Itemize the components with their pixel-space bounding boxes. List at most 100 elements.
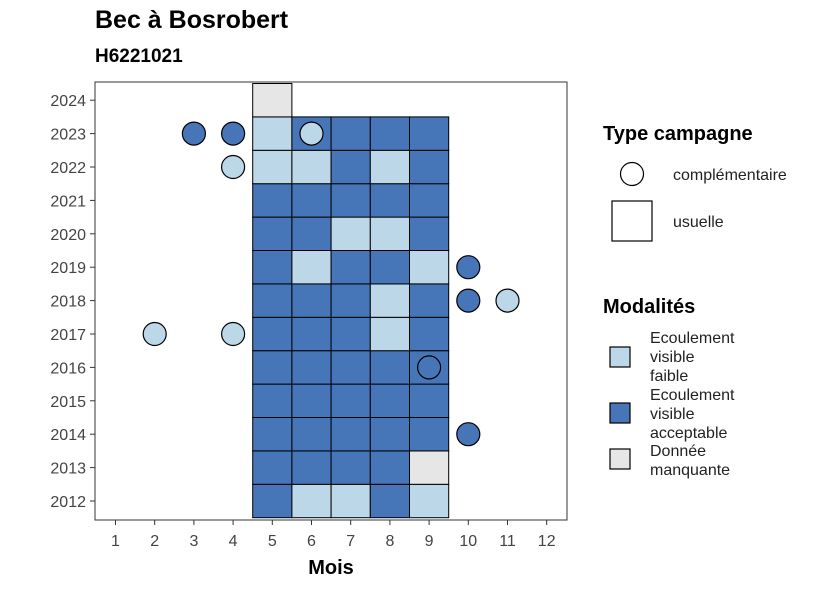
tile-2016-5 <box>252 350 293 385</box>
tile-2014-6 <box>291 417 332 452</box>
tile-2018-6 <box>291 283 332 318</box>
tile-2015-5 <box>252 383 293 419</box>
y-tick-label: 2016 <box>50 360 86 377</box>
tile-2023-7 <box>330 116 371 151</box>
y-tick-label: 2020 <box>50 227 86 244</box>
tile-2022-5 <box>252 149 293 185</box>
x-tick-label: 8 <box>385 533 394 550</box>
tile-2018-7 <box>330 283 371 318</box>
tile-2016-7 <box>330 350 371 385</box>
tile-2015-6 <box>291 383 332 419</box>
tile-2017-9 <box>409 316 450 352</box>
tile-2021-5 <box>252 183 293 218</box>
point-2018-11 <box>495 288 520 313</box>
legend-key-acceptable <box>609 402 631 424</box>
point-2019-10 <box>456 255 481 280</box>
tile-2012-6 <box>291 483 332 519</box>
tile-2024-5 <box>252 83 293 118</box>
tile-2015-7 <box>330 383 371 419</box>
point-2023-3 <box>181 121 206 146</box>
tile-2022-7 <box>330 149 371 185</box>
legend-manquante-label: Donnée manquante <box>650 442 730 480</box>
tile-2017-6 <box>291 316 332 352</box>
tile-2014-5 <box>252 417 293 452</box>
tile-2013-7 <box>330 450 371 485</box>
tile-2018-5 <box>252 283 293 318</box>
tile-2021-9 <box>409 183 450 218</box>
x-axis-title: Mois <box>308 557 354 579</box>
tile-2022-8 <box>369 149 410 185</box>
point-2017-4 <box>221 321 246 347</box>
legend-faible-line: faible <box>650 368 689 385</box>
legend-key-faible <box>609 346 631 368</box>
tile-2021-7 <box>330 183 371 218</box>
y-tick-label: 2015 <box>50 394 86 411</box>
tile-2019-5 <box>252 250 293 285</box>
x-tick-label: 12 <box>538 533 556 550</box>
tile-2020-8 <box>369 216 410 252</box>
chart-subtitle: H6221021 <box>95 46 183 67</box>
point-2022-4 <box>221 154 246 180</box>
legend-circle-key <box>619 161 645 187</box>
tile-2014-9 <box>409 417 450 452</box>
tile-2013-6 <box>291 450 332 485</box>
point-2023-4 <box>221 121 246 146</box>
tile-2017-7 <box>330 316 371 352</box>
tile-2017-5 <box>252 316 293 352</box>
tile-2020-7 <box>330 216 371 252</box>
legend-campagne-title: Type campagne <box>603 123 753 145</box>
point-2014-10 <box>456 422 481 447</box>
tile-2019-7 <box>330 250 371 285</box>
legend-faible-line: visible <box>650 349 695 366</box>
x-tick-label: 7 <box>346 533 355 550</box>
legend-square-key <box>611 200 653 242</box>
tile-2013-5 <box>252 450 293 485</box>
tile-2020-9 <box>409 216 450 252</box>
tile-2014-7 <box>330 417 371 452</box>
chart-title: Bec à Bosrobert <box>95 6 289 34</box>
point-2016-9 <box>417 355 442 380</box>
point-2023-6 <box>299 121 324 146</box>
tile-2022-9 <box>409 149 450 185</box>
point-2018-10 <box>456 288 481 313</box>
legend-acceptable-line: Ecoulement <box>650 387 735 404</box>
legend-key-manquante <box>609 448 631 470</box>
tile-2014-8 <box>369 417 410 452</box>
y-tick-label: 2017 <box>50 327 86 344</box>
legend-manquante-line: manquante <box>650 462 731 479</box>
y-tick-label: 2023 <box>50 127 86 144</box>
tile-2023-9 <box>409 116 450 151</box>
tile-2012-8 <box>369 483 410 519</box>
tile-2019-9 <box>409 250 450 285</box>
tile-2023-5 <box>252 116 293 151</box>
y-tick-label: 2024 <box>50 93 86 110</box>
legend-acceptable-label: Ecoulement visible acceptable <box>650 386 735 443</box>
x-tick-label: 1 <box>111 533 120 550</box>
tile-2019-8 <box>369 250 410 285</box>
legend-acceptable-line: visible <box>650 406 695 423</box>
tile-2012-9 <box>409 483 450 519</box>
point-2017-2 <box>142 321 167 347</box>
x-tick-label: 11 <box>499 533 516 550</box>
y-tick-label: 2013 <box>50 461 86 478</box>
tile-2020-6 <box>291 216 332 252</box>
y-tick-label: 2014 <box>50 427 86 444</box>
x-tick-label: 9 <box>425 533 434 550</box>
y-tick-label: 2021 <box>50 193 86 210</box>
tile-2017-8 <box>369 316 410 352</box>
x-tick-label: 3 <box>189 533 198 550</box>
x-tick-label: 6 <box>307 533 316 550</box>
y-tick-label: 2019 <box>50 260 86 277</box>
tile-2020-5 <box>252 216 293 252</box>
legend-manquante-line: Donnée <box>650 443 707 460</box>
tile-2021-6 <box>291 183 332 218</box>
tile-2019-6 <box>291 250 332 285</box>
x-tick-label: 10 <box>459 533 477 550</box>
tile-2016-6 <box>291 350 332 385</box>
y-tick-label: 2012 <box>50 494 86 511</box>
tile-2012-5 <box>252 483 293 519</box>
tile-2015-9 <box>409 383 450 419</box>
x-tick-label: 2 <box>150 533 159 550</box>
x-tick-label: 5 <box>268 533 277 550</box>
tile-2012-7 <box>330 483 371 519</box>
